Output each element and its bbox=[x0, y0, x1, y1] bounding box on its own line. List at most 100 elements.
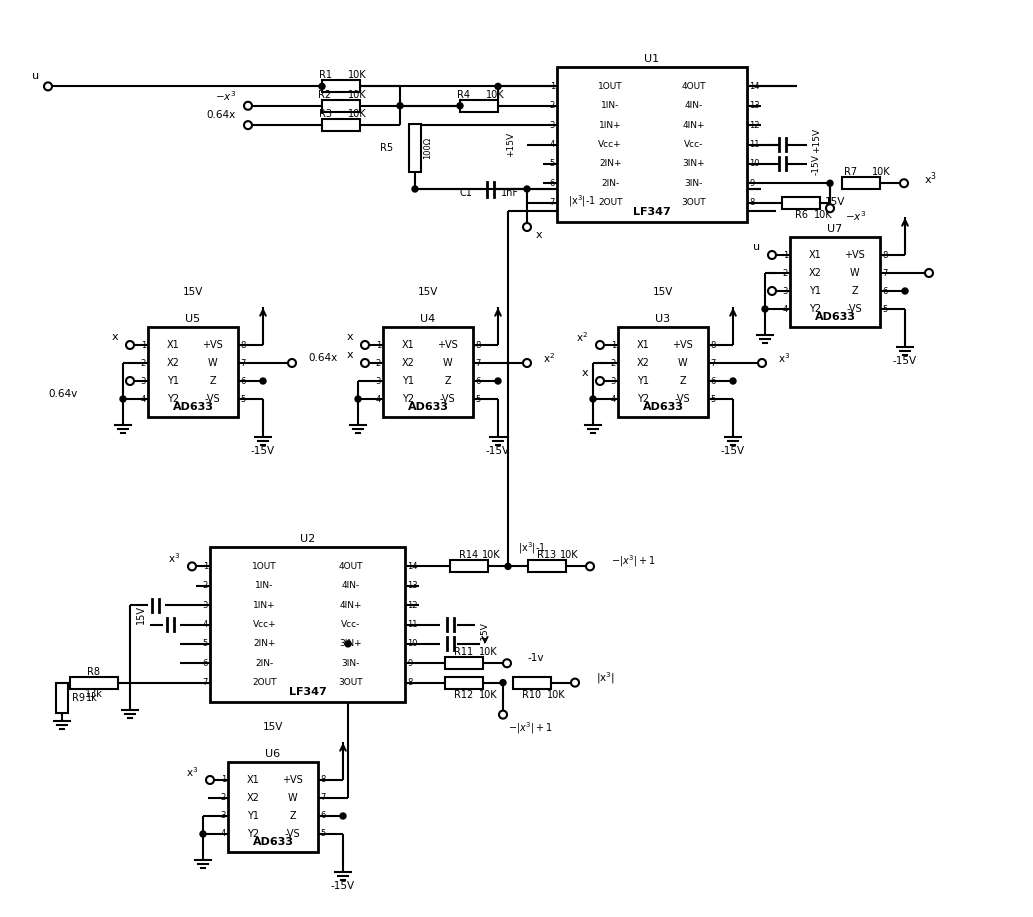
Text: R6: R6 bbox=[794, 210, 808, 220]
Bar bbox=[450, 560, 488, 572]
Text: 3: 3 bbox=[140, 377, 146, 385]
Text: 6: 6 bbox=[882, 286, 887, 295]
Text: 1: 1 bbox=[221, 776, 226, 785]
Circle shape bbox=[523, 359, 531, 367]
Circle shape bbox=[361, 359, 369, 367]
Text: 10K: 10K bbox=[348, 71, 367, 81]
Text: 1OUT: 1OUT bbox=[252, 562, 277, 571]
Text: 3: 3 bbox=[221, 812, 226, 821]
Text: 3: 3 bbox=[611, 377, 616, 385]
Text: +15V: +15V bbox=[812, 128, 821, 153]
Text: 15V: 15V bbox=[824, 197, 845, 207]
Text: Y2: Y2 bbox=[809, 304, 821, 314]
Text: 1IN+: 1IN+ bbox=[599, 121, 622, 129]
Text: R11: R11 bbox=[455, 647, 473, 657]
Text: 6: 6 bbox=[550, 179, 555, 188]
Text: x: x bbox=[582, 368, 588, 378]
Text: 10K: 10K bbox=[546, 690, 565, 700]
Text: 7: 7 bbox=[882, 269, 887, 278]
Text: 1: 1 bbox=[202, 562, 208, 571]
Text: 1OUT: 1OUT bbox=[598, 82, 623, 91]
Text: 3: 3 bbox=[202, 601, 208, 610]
Text: -VS: -VS bbox=[675, 394, 691, 404]
Text: -15V: -15V bbox=[486, 446, 510, 456]
Text: 1: 1 bbox=[140, 340, 146, 349]
Text: R4: R4 bbox=[457, 90, 470, 100]
Circle shape bbox=[925, 269, 933, 277]
Text: Vcc-: Vcc- bbox=[684, 140, 703, 149]
Circle shape bbox=[340, 813, 346, 819]
Circle shape bbox=[120, 396, 126, 402]
Text: 2: 2 bbox=[202, 581, 208, 591]
Text: 0.64x: 0.64x bbox=[207, 110, 236, 120]
Text: X1: X1 bbox=[636, 340, 650, 350]
Text: -15V: -15V bbox=[893, 356, 917, 366]
Text: 10K: 10K bbox=[872, 167, 890, 177]
Text: x: x bbox=[112, 332, 118, 342]
Text: 2OUT: 2OUT bbox=[252, 679, 277, 687]
Text: X2: X2 bbox=[636, 358, 650, 368]
Text: U5: U5 bbox=[186, 314, 200, 324]
Text: 0.64x: 0.64x bbox=[308, 353, 337, 363]
Text: -VS: -VS bbox=[847, 304, 863, 314]
Text: 6: 6 bbox=[710, 377, 716, 385]
Text: -15V: -15V bbox=[721, 446, 745, 456]
Circle shape bbox=[44, 83, 52, 91]
Text: 10K: 10K bbox=[481, 550, 500, 560]
Circle shape bbox=[288, 359, 296, 367]
Text: AD633: AD633 bbox=[173, 402, 214, 412]
Text: 1: 1 bbox=[376, 340, 381, 349]
Text: U2: U2 bbox=[300, 534, 315, 544]
Bar bbox=[842, 177, 880, 189]
Text: 8: 8 bbox=[749, 198, 754, 207]
Circle shape bbox=[523, 223, 531, 231]
Bar bbox=[618, 327, 708, 417]
Circle shape bbox=[768, 251, 776, 259]
Text: 14: 14 bbox=[749, 82, 759, 91]
Text: R1: R1 bbox=[318, 71, 332, 81]
Text: 4: 4 bbox=[611, 394, 616, 403]
Text: 1IN-: 1IN- bbox=[601, 101, 620, 110]
Text: u: u bbox=[753, 242, 760, 252]
Text: 2IN+: 2IN+ bbox=[599, 160, 622, 169]
Text: U4: U4 bbox=[420, 314, 436, 324]
Bar bbox=[445, 657, 483, 669]
Text: 5: 5 bbox=[550, 160, 555, 169]
Circle shape bbox=[200, 831, 206, 837]
Text: 6: 6 bbox=[202, 658, 208, 668]
Text: 8: 8 bbox=[475, 340, 480, 349]
Text: u: u bbox=[32, 72, 39, 82]
Text: 6: 6 bbox=[240, 377, 246, 385]
Text: 7: 7 bbox=[320, 793, 325, 802]
Circle shape bbox=[902, 288, 908, 294]
Circle shape bbox=[319, 83, 325, 89]
Text: 2OUT: 2OUT bbox=[598, 198, 623, 207]
Text: x$^3$: x$^3$ bbox=[167, 551, 180, 565]
Text: Z: Z bbox=[289, 811, 296, 821]
Text: x$^2$: x$^2$ bbox=[543, 351, 555, 365]
Text: 4OUT: 4OUT bbox=[338, 562, 363, 571]
Circle shape bbox=[361, 341, 369, 349]
Circle shape bbox=[397, 103, 403, 109]
Text: 10K: 10K bbox=[348, 109, 367, 119]
Circle shape bbox=[260, 378, 267, 384]
Text: Y1: Y1 bbox=[247, 811, 259, 821]
Text: 13: 13 bbox=[407, 581, 417, 591]
Text: 10K: 10K bbox=[486, 90, 504, 100]
Text: 4: 4 bbox=[783, 304, 788, 314]
Bar bbox=[445, 677, 483, 689]
Text: 8: 8 bbox=[710, 340, 716, 349]
Text: 10K: 10K bbox=[560, 550, 578, 560]
Text: 3IN+: 3IN+ bbox=[339, 639, 362, 648]
Text: 5: 5 bbox=[710, 394, 715, 403]
Bar bbox=[383, 327, 473, 417]
Text: $-x^3$: $-x^3$ bbox=[215, 89, 236, 103]
Circle shape bbox=[412, 186, 418, 192]
Text: 15V: 15V bbox=[183, 287, 204, 297]
Text: 3IN-: 3IN- bbox=[685, 179, 703, 188]
Text: 5: 5 bbox=[202, 639, 208, 648]
Text: 2IN-: 2IN- bbox=[601, 179, 620, 188]
Bar bbox=[782, 196, 820, 209]
Text: |x$^3$|: |x$^3$| bbox=[596, 669, 615, 686]
Bar bbox=[513, 677, 551, 689]
